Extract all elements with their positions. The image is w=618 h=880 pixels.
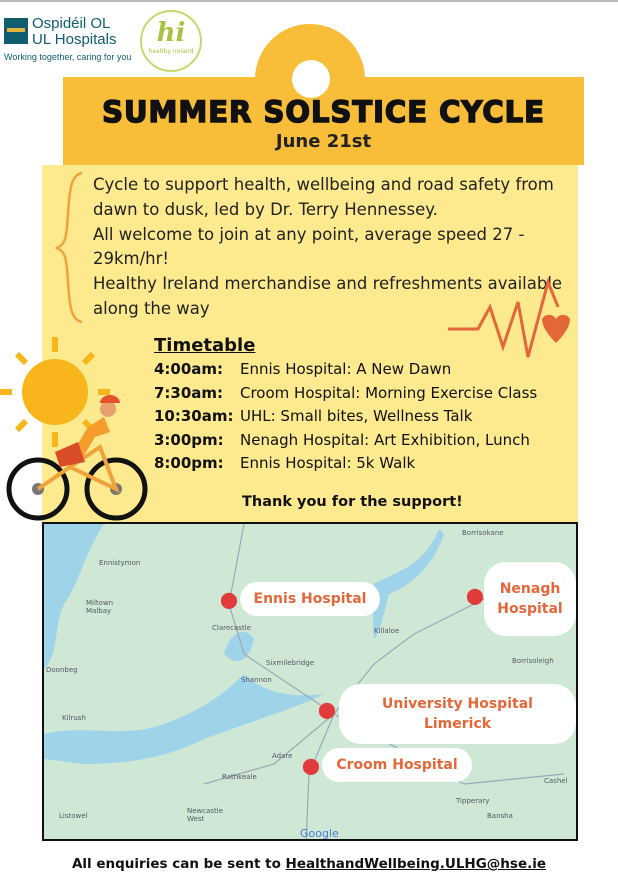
map[interactable]: Ennistymon Miltown Malbay Doonbeg Kilrus… [42, 522, 578, 841]
timetable-row: 10:30am: UHL: Small bites, Wellness Talk [154, 407, 537, 431]
heartbeat-icon [448, 277, 570, 358]
town-label: Clarecastle [212, 624, 251, 632]
town-label: Kilrush [62, 714, 86, 722]
logo-tagline: Working together, caring for you [4, 52, 132, 62]
map-terrain [44, 524, 565, 839]
event: Ennis Hospital: 5k Walk [240, 454, 416, 472]
curly-bracket-icon [55, 171, 83, 324]
town-label: Listowel [59, 812, 88, 820]
thanks-text: Thank you for the support! [242, 494, 463, 510]
description-line: All welcome to join at any point, averag… [93, 224, 525, 269]
town-label: Killaloe [374, 627, 400, 635]
timetable-heading: Timetable [154, 335, 256, 356]
time: 8:00pm: [154, 454, 224, 472]
event: Ennis Hospital: A New Dawn [240, 360, 452, 378]
timetable-row: 3:00pm: Nenagh Hospital: Art Exhibition, … [154, 431, 537, 455]
google-attribution: Google [300, 827, 339, 840]
ul-logo-mark-icon [4, 18, 28, 44]
description: Cycle to support health, wellbeing and r… [93, 173, 563, 322]
footer-text: All enquiries can be sent to [71, 856, 286, 872]
map-pin-icon[interactable]: ⬤ [220, 590, 238, 609]
map-pin-icon[interactable]: ⬤ [302, 756, 320, 775]
time: 4:00am: [154, 360, 224, 378]
town-label: Ennistymon [99, 559, 141, 567]
map-label-nenagh: Nenagh Hospital [484, 562, 576, 636]
hi-sub: healthy ireland [148, 48, 194, 55]
map-label-uhl: University Hospital Limerick [339, 684, 576, 744]
event: UHL: Small bites, Wellness Talk [240, 407, 473, 425]
town-label: Borrisoleigh [512, 657, 554, 665]
town-label: Adare [272, 752, 293, 760]
timetable: Timetable 4:00am: Ennis Hospital: A New D… [154, 335, 537, 478]
event-date: June 21st [275, 131, 372, 152]
page-title: SUMMER SOLSTICE CYCLE [101, 94, 545, 130]
map-pin-icon[interactable]: ⬤ [318, 700, 336, 719]
time: 10:30am: [154, 407, 234, 425]
description-line: Cycle to support health, wellbeing and r… [93, 175, 554, 219]
town-label: Miltown Malbay [86, 599, 114, 615]
hi-mark: hi [156, 18, 186, 48]
town-label: Cashel [544, 777, 568, 785]
event: Nenagh Hospital: Art Exhibition, Lunch [240, 430, 530, 449]
town-label: Shannon [241, 676, 272, 684]
town-label: Newcastle West [187, 807, 224, 823]
town-label: Sixmilebridge [266, 659, 315, 667]
timetable-row: 8:00pm: Ennis Hospital: 5k Walk [154, 454, 537, 478]
sun-cyclist-icon [0, 337, 148, 521]
description-line: Healthy Ireland merchandise and refreshm… [93, 274, 563, 318]
timetable-row: 7:30am: Croom Hospital: Morning Exercise … [154, 384, 537, 408]
time: 7:30am: [154, 383, 224, 402]
town-label: Doonbeg [46, 666, 78, 674]
map-label-ennis: Ennis Hospital [240, 582, 380, 616]
map-label-croom: Croom Hospital [322, 748, 472, 782]
timetable-row: 4:00am: Ennis Hospital: A New Dawn [154, 360, 537, 384]
contact-email-link[interactable]: HealthandWellbeing.ULHG@hse.ie [285, 856, 547, 872]
town-label: Tipperary [456, 797, 490, 805]
healthy-ireland-logo: hi healthy ireland [140, 10, 202, 72]
event: Croom Hospital: Morning Exercise Class [240, 383, 538, 402]
town-label: Bansha [487, 812, 513, 820]
town-label: Borrisokane [462, 529, 504, 537]
footer: All enquiries can be sent to HealthandWe… [0, 856, 618, 872]
logo-line2: UL Hospitals [32, 31, 117, 48]
time: 3:00pm: [154, 430, 224, 449]
map-pin-icon[interactable]: ⬤ [466, 586, 484, 605]
town-label: Rathkeale [222, 773, 257, 781]
tag-hole [292, 60, 330, 98]
logo-line1: Ospidéil OL [32, 15, 111, 32]
